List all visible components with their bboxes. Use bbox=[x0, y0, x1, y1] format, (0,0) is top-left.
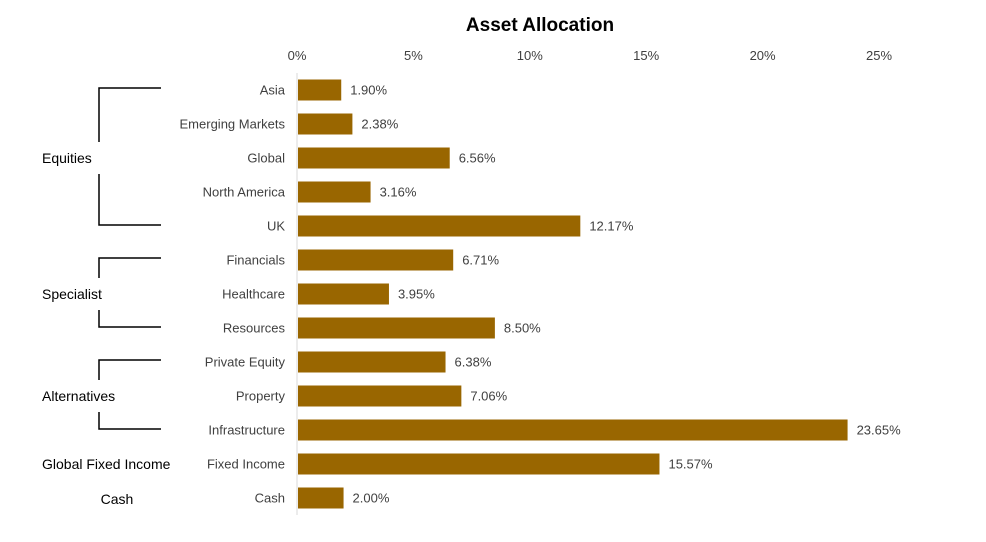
x-tick-label: 0% bbox=[288, 48, 307, 63]
data-label: 1.90% bbox=[350, 83, 387, 98]
bar-series bbox=[298, 79, 848, 509]
data-label: 3.95% bbox=[398, 287, 435, 302]
x-tick-label: 10% bbox=[517, 48, 543, 63]
category-label: Private Equity bbox=[205, 355, 286, 370]
data-label: 6.38% bbox=[455, 355, 492, 370]
bar bbox=[298, 453, 660, 475]
data-label: 2.00% bbox=[353, 491, 390, 506]
data-label: 15.57% bbox=[668, 457, 713, 472]
bar bbox=[298, 215, 581, 237]
bar bbox=[298, 147, 450, 169]
category-label: North America bbox=[203, 185, 286, 200]
data-label: 12.17% bbox=[589, 219, 634, 234]
bar bbox=[298, 351, 446, 373]
bar bbox=[298, 385, 462, 407]
group-bracket bbox=[98, 359, 161, 380]
group-bracket bbox=[98, 257, 161, 278]
chart-title: Asset Allocation bbox=[466, 15, 614, 36]
bar bbox=[298, 419, 848, 441]
category-label: Resources bbox=[223, 321, 286, 336]
group-label: Global Fixed Income bbox=[42, 456, 171, 472]
category-label: Global bbox=[247, 151, 285, 166]
category-labels: Asia Emerging Markets Global North America U… bbox=[180, 83, 286, 506]
category-label: Infrastructure bbox=[208, 423, 285, 438]
bar bbox=[298, 487, 344, 509]
bar bbox=[298, 317, 495, 339]
category-label: Healthcare bbox=[222, 287, 285, 302]
category-label: Fixed Income bbox=[207, 457, 285, 472]
bar bbox=[298, 79, 342, 101]
group-label: Equities bbox=[42, 150, 92, 166]
data-label: 6.56% bbox=[459, 151, 496, 166]
group-bracket bbox=[98, 174, 161, 226]
x-tick-label: 5% bbox=[404, 48, 423, 63]
category-label: Financials bbox=[226, 253, 285, 268]
group-label: Specialist bbox=[42, 286, 102, 302]
data-label: 23.65% bbox=[857, 423, 902, 438]
bar bbox=[298, 283, 389, 305]
category-label: Emerging Markets bbox=[180, 117, 286, 132]
data-label: 3.16% bbox=[380, 185, 417, 200]
category-label: Cash bbox=[255, 491, 285, 506]
x-tick-label: 25% bbox=[866, 48, 892, 63]
x-tick-label: 15% bbox=[633, 48, 659, 63]
group-label: Alternatives bbox=[42, 388, 115, 404]
category-label: Asia bbox=[260, 83, 286, 98]
group-bracket bbox=[98, 412, 161, 430]
data-label: 6.71% bbox=[462, 253, 499, 268]
group-label: Cash bbox=[101, 491, 134, 507]
x-tick-label: 20% bbox=[750, 48, 776, 63]
data-label: 2.38% bbox=[361, 117, 398, 132]
value-labels: 1.90% 2.38% 6.56% 3.16% 12.17% 6.71% 3.95% 8.50… bbox=[350, 83, 901, 506]
category-label: UK bbox=[267, 219, 285, 234]
group-bracket bbox=[98, 87, 161, 142]
group-labels: Equities Specialist Alternatives Global Fix… bbox=[42, 87, 171, 507]
data-label: 8.50% bbox=[504, 321, 541, 336]
category-label: Property bbox=[236, 389, 286, 404]
bar bbox=[298, 113, 353, 135]
x-axis-ticks: 0% 5% 10% 15% 20% 25% bbox=[288, 48, 893, 63]
group-bracket bbox=[98, 310, 161, 328]
bar bbox=[298, 249, 454, 271]
bar bbox=[298, 181, 371, 203]
data-label: 7.06% bbox=[470, 389, 507, 404]
